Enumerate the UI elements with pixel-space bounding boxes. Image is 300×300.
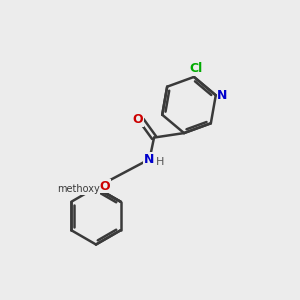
Text: O: O — [100, 180, 110, 193]
Text: N: N — [144, 153, 154, 166]
Text: methoxy: methoxy — [57, 184, 100, 194]
Text: Cl: Cl — [190, 62, 203, 75]
Text: N: N — [217, 89, 228, 102]
Text: O: O — [133, 113, 143, 126]
Text: H: H — [156, 157, 164, 166]
